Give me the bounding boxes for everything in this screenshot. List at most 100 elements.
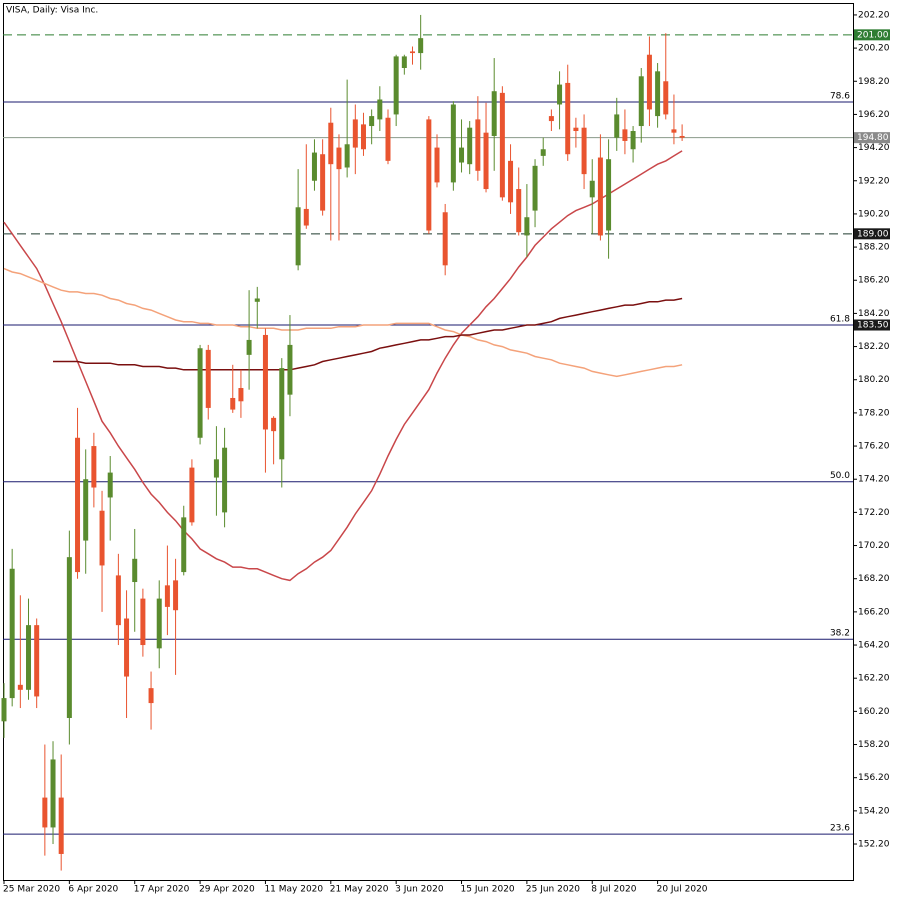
candle-body [614,114,620,138]
candle-body [279,368,285,460]
candle-body [336,147,342,170]
candle-body [311,152,317,181]
y-tick-label: 158.20 [858,740,890,750]
y-tick-label: 168.20 [858,574,890,584]
candle-body [148,688,154,704]
x-tick-label: 11 May 2020 [264,885,323,895]
candle-body [565,82,571,155]
candle-body [75,437,81,573]
candle-body [99,510,105,566]
candle-body [230,397,236,410]
candle-body [655,71,661,117]
y-tick-label: 154.20 [858,806,890,816]
candle-body [597,157,603,236]
candle-body [663,81,669,115]
candle-body [17,684,23,690]
y-tick-label: 160.20 [858,707,890,717]
y-tick-label: 184.20 [858,309,890,319]
fib-label: 61.8 [830,315,850,325]
x-tick-label: 15 Jun 2020 [461,885,515,895]
x-tick-label: 25 Mar 2020 [3,885,60,895]
y-tick-label: 194.20 [858,143,890,153]
candle-body [295,207,301,266]
candle-body [58,797,64,854]
candle-body [107,472,113,498]
candle-body [246,339,252,355]
chart-title: VISA, Daily: Visa Inc. [6,6,98,16]
moving-average [3,150,683,582]
candle-body [459,147,465,163]
x-tick-label: 29 Apr 2020 [199,885,255,895]
y-tick-label: 180.20 [858,375,890,385]
candle-body [442,212,448,266]
candle-body [91,446,97,488]
level-label: 201.00 [857,30,889,40]
fib-label: 50.0 [830,471,850,481]
y-tick-label: 178.20 [858,408,890,418]
moving-average [3,267,683,378]
candle-body [467,127,473,165]
candle-body [385,117,391,161]
candle-body [271,417,277,432]
candle-body [303,208,309,226]
moving-average [53,297,683,371]
candle-body [622,129,628,141]
candle-body [508,160,514,203]
x-tick-label: 21 May 2020 [330,885,389,895]
y-tick-label: 198.20 [858,77,890,87]
candle-body [548,116,554,122]
candle-body [222,447,228,513]
candle-body [50,759,56,828]
candle-body [124,618,130,677]
candle-body [83,479,89,541]
y-tick-label: 196.20 [858,110,890,120]
candle-body [606,159,612,231]
fib-label: 78.6 [830,91,850,101]
candle-body [115,575,121,626]
candle-body [540,149,546,156]
candle-body [426,119,432,231]
y-tick-label: 190.20 [858,209,890,219]
candle-body [1,698,7,722]
y-tick-label: 174.20 [858,475,890,485]
candle-body [197,348,203,438]
candle-body [671,129,677,133]
candle-body [638,76,644,127]
candle-body [132,558,138,583]
x-tick-label: 8 Jul 2020 [591,885,636,895]
y-tick-label: 192.20 [858,176,890,186]
candle-body [156,598,162,649]
y-tick-label: 186.20 [858,276,890,286]
candle-body [213,459,219,478]
candle-body [9,568,15,699]
x-tick-label: 20 Jul 2020 [657,885,708,895]
candle-body [262,334,268,430]
candle-body [320,154,326,211]
candle-body [164,585,170,607]
candle-body [499,92,505,198]
candle-body [189,467,195,523]
candle-body [475,119,481,171]
candle-body [181,517,187,573]
y-tick-label: 182.20 [858,342,890,352]
x-tick-label: 6 Apr 2020 [68,885,118,895]
level-box [854,228,890,240]
candle-body [557,84,563,105]
y-tick-label: 166.20 [858,607,890,617]
candle-body [173,580,179,611]
candle-body [679,135,685,138]
fib-label: 23.6 [830,824,850,834]
candle-body [532,165,538,211]
candle-body [450,104,456,183]
y-tick-label: 162.20 [858,674,890,684]
candle-body [42,797,48,828]
y-tick-label: 202.20 [858,10,890,20]
y-tick-label: 170.20 [858,541,890,551]
level-label: 183.50 [857,321,889,331]
level-box [854,319,890,331]
candle-body [410,51,415,54]
candle-body [66,557,72,718]
y-tick-label: 156.20 [858,773,890,783]
candle-body [352,119,358,148]
